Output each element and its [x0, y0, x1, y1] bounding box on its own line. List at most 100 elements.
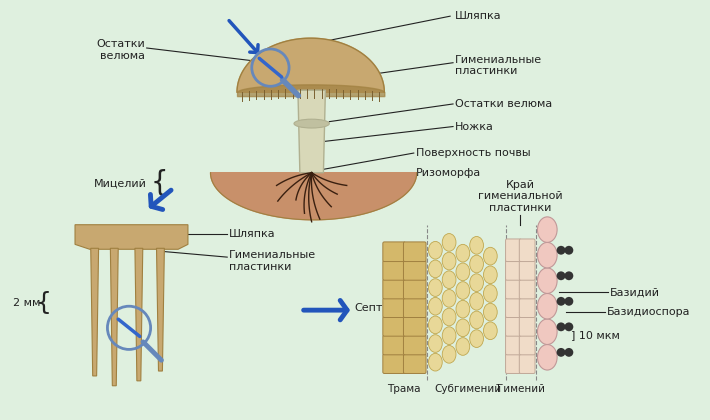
Text: Гимений: Гимений	[497, 384, 545, 394]
Ellipse shape	[294, 119, 329, 128]
Ellipse shape	[442, 234, 456, 251]
Text: Остатки велюма: Остатки велюма	[455, 99, 552, 109]
FancyBboxPatch shape	[403, 298, 426, 318]
Ellipse shape	[442, 308, 456, 326]
Ellipse shape	[456, 300, 470, 318]
Circle shape	[564, 297, 573, 306]
Ellipse shape	[470, 274, 484, 291]
Text: 2 мм: 2 мм	[13, 298, 40, 308]
Ellipse shape	[537, 268, 557, 294]
Ellipse shape	[456, 319, 470, 337]
Polygon shape	[75, 225, 188, 249]
Ellipse shape	[470, 292, 484, 310]
Circle shape	[564, 271, 573, 280]
FancyBboxPatch shape	[506, 351, 521, 373]
FancyBboxPatch shape	[383, 242, 405, 262]
Text: Остатки
велюма: Остатки велюма	[96, 39, 145, 61]
FancyBboxPatch shape	[403, 335, 426, 355]
Ellipse shape	[470, 255, 484, 273]
FancyBboxPatch shape	[403, 354, 426, 373]
FancyBboxPatch shape	[519, 351, 535, 373]
Ellipse shape	[470, 330, 484, 347]
Ellipse shape	[470, 311, 484, 329]
Ellipse shape	[429, 279, 442, 297]
Ellipse shape	[484, 285, 497, 302]
Polygon shape	[156, 248, 165, 371]
Ellipse shape	[484, 247, 497, 265]
FancyBboxPatch shape	[403, 260, 426, 280]
Text: Базидий: Базидий	[610, 287, 660, 297]
FancyBboxPatch shape	[383, 260, 405, 280]
FancyBboxPatch shape	[403, 279, 426, 299]
FancyBboxPatch shape	[403, 317, 426, 336]
Ellipse shape	[442, 327, 456, 344]
FancyBboxPatch shape	[506, 295, 521, 318]
Ellipse shape	[456, 263, 470, 281]
Text: {: {	[151, 170, 168, 197]
Ellipse shape	[429, 316, 442, 334]
Polygon shape	[237, 38, 384, 92]
Ellipse shape	[484, 322, 497, 340]
Text: ] 10 мкм: ] 10 мкм	[571, 330, 620, 340]
Circle shape	[557, 323, 565, 331]
Text: Субгимений: Субгимений	[435, 384, 501, 394]
FancyBboxPatch shape	[506, 257, 521, 280]
FancyBboxPatch shape	[383, 354, 405, 373]
FancyBboxPatch shape	[506, 276, 521, 299]
Ellipse shape	[537, 319, 557, 344]
FancyBboxPatch shape	[519, 314, 535, 336]
FancyBboxPatch shape	[519, 239, 535, 262]
Circle shape	[557, 297, 565, 306]
Text: Шляпка: Шляпка	[455, 10, 502, 21]
Circle shape	[557, 348, 565, 357]
Ellipse shape	[429, 297, 442, 315]
Ellipse shape	[429, 353, 442, 371]
Ellipse shape	[442, 346, 456, 363]
Circle shape	[557, 246, 565, 255]
Polygon shape	[135, 248, 143, 381]
FancyBboxPatch shape	[383, 335, 405, 355]
FancyBboxPatch shape	[519, 295, 535, 318]
FancyBboxPatch shape	[506, 239, 521, 262]
FancyBboxPatch shape	[519, 257, 535, 280]
Text: Ножка: Ножка	[455, 121, 494, 131]
Ellipse shape	[537, 294, 557, 319]
Ellipse shape	[484, 303, 497, 321]
Ellipse shape	[537, 344, 557, 370]
Text: Край
гимениальной
пластинки: Край гимениальной пластинки	[478, 180, 562, 213]
FancyBboxPatch shape	[506, 314, 521, 336]
Text: {: {	[36, 291, 52, 315]
FancyBboxPatch shape	[506, 332, 521, 355]
Ellipse shape	[537, 242, 557, 268]
Ellipse shape	[456, 244, 470, 262]
Ellipse shape	[484, 266, 497, 284]
Polygon shape	[110, 248, 119, 386]
Ellipse shape	[429, 260, 442, 278]
FancyBboxPatch shape	[383, 317, 405, 336]
Circle shape	[564, 246, 573, 255]
FancyBboxPatch shape	[383, 298, 405, 318]
FancyBboxPatch shape	[519, 276, 535, 299]
Text: Ризоморфа: Ризоморфа	[416, 168, 481, 178]
Text: Поверхность почвы: Поверхность почвы	[416, 148, 530, 158]
Text: Септа: Септа	[354, 303, 389, 313]
FancyBboxPatch shape	[519, 332, 535, 355]
Text: Базидиоспора: Базидиоспора	[607, 307, 691, 317]
Circle shape	[564, 348, 573, 357]
Ellipse shape	[429, 335, 442, 352]
Ellipse shape	[470, 236, 484, 254]
Text: Шляпка: Шляпка	[229, 228, 275, 239]
Ellipse shape	[442, 289, 456, 307]
Text: Трама: Трама	[387, 384, 421, 394]
Text: Гимениальные
пластинки: Гимениальные пластинки	[229, 250, 316, 272]
Text: Мицелий: Мицелий	[94, 178, 147, 189]
FancyBboxPatch shape	[383, 279, 405, 299]
FancyBboxPatch shape	[403, 242, 426, 262]
Ellipse shape	[429, 241, 442, 259]
Circle shape	[557, 271, 565, 280]
Ellipse shape	[442, 271, 456, 289]
Ellipse shape	[442, 252, 456, 270]
Circle shape	[564, 323, 573, 331]
Ellipse shape	[456, 282, 470, 299]
Polygon shape	[211, 173, 417, 220]
